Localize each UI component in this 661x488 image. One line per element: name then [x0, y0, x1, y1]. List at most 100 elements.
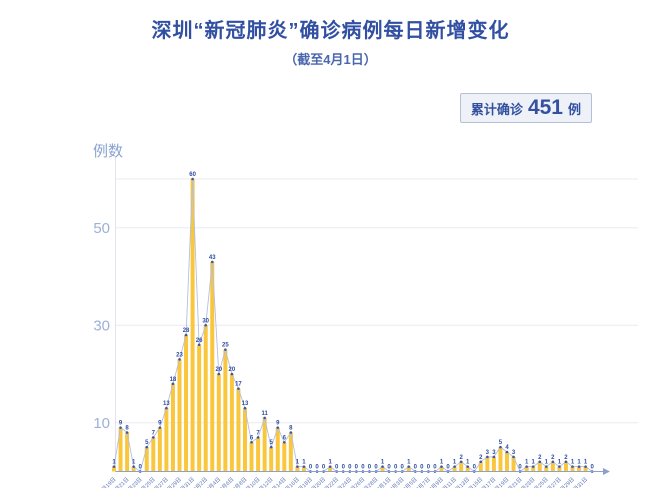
value-label: 8 [289, 426, 293, 432]
data-point-marker [571, 465, 574, 468]
bars-group [112, 179, 588, 472]
bar [151, 437, 156, 472]
bar [223, 349, 228, 472]
data-point-marker [538, 460, 542, 464]
value-label: 3 [492, 450, 496, 456]
bar [125, 432, 130, 472]
data-point-marker [407, 465, 411, 468]
value-label: 25 [222, 343, 229, 349]
gridlines [115, 178, 638, 424]
bar [288, 432, 293, 472]
value-label: 0 [315, 465, 319, 471]
data-point-marker [197, 343, 201, 347]
value-label: 13 [242, 401, 249, 407]
value-label: 7 [152, 430, 156, 436]
bar [197, 344, 202, 472]
value-label: 2 [479, 455, 483, 461]
data-point-marker [492, 455, 496, 459]
value-label: 1 [440, 460, 444, 466]
value-label: 0 [433, 465, 437, 471]
value-labels: 1981057913182328602630432025201713671159… [112, 172, 594, 471]
value-label: 1 [525, 460, 529, 466]
data-point-marker [269, 445, 273, 449]
value-label: 1 [132, 460, 136, 466]
value-label: 8 [125, 426, 129, 432]
value-label: 18 [170, 377, 177, 383]
bar [478, 461, 483, 472]
value-label: 9 [276, 421, 280, 427]
bar [190, 179, 195, 472]
value-label: 0 [590, 465, 594, 471]
value-label: 0 [348, 465, 352, 471]
data-point-marker [459, 460, 463, 464]
bar [563, 461, 568, 472]
bar [131, 466, 136, 472]
bar [256, 437, 261, 472]
bar [269, 447, 274, 472]
data-point-marker [564, 460, 568, 464]
data-point-marker [171, 382, 175, 386]
bar [144, 447, 149, 472]
data-point-marker [283, 440, 286, 444]
bar [544, 466, 549, 472]
value-label: 0 [355, 465, 359, 471]
value-label: 3 [512, 450, 516, 456]
value-label: 26 [196, 338, 203, 344]
bar [236, 388, 241, 472]
data-point-marker [125, 431, 129, 434]
value-label: 1 [302, 460, 306, 466]
data-point-marker [243, 406, 247, 410]
value-label: 2 [551, 455, 555, 461]
bar [328, 466, 333, 472]
value-label: 17 [235, 382, 242, 388]
bar [203, 325, 208, 472]
page-title: 深圳“新冠肺炎”确诊病例每日新增变化 [151, 20, 510, 42]
value-label: 1 [577, 460, 581, 466]
data-point-marker [145, 445, 149, 449]
data-point-marker [263, 416, 266, 420]
value-label: 0 [374, 465, 378, 471]
value-label: 1 [328, 460, 332, 466]
data-point-marker [545, 465, 548, 468]
value-label: 20 [215, 367, 222, 373]
bar [243, 408, 247, 472]
value-label: 0 [394, 465, 398, 471]
bar [249, 442, 254, 472]
value-label: 1 [407, 460, 411, 466]
bar [511, 456, 516, 472]
value-label: 1 [571, 460, 575, 466]
value-label: 2 [459, 455, 463, 461]
value-label: 2 [538, 455, 542, 461]
bar [550, 461, 555, 472]
value-label: 0 [473, 465, 477, 471]
value-label: 2 [564, 455, 568, 461]
value-label: 0 [335, 465, 339, 471]
data-point-marker [230, 372, 234, 376]
bar [164, 408, 169, 472]
value-label: 30 [202, 318, 209, 324]
y-axis-title: 例数 [93, 143, 124, 160]
y-tick-label: 30 [93, 317, 110, 334]
bar [157, 427, 162, 472]
data-point-marker [178, 358, 181, 361]
value-label: 5 [499, 440, 503, 446]
bar [577, 466, 582, 472]
value-label: 0 [309, 465, 313, 471]
value-label: 1 [466, 460, 470, 466]
cumulative-confirmed-badge: 累计确诊 451 例 [459, 93, 592, 123]
y-tick-labels: 10 30 50 [93, 220, 110, 432]
bar [537, 461, 542, 472]
value-label: 0 [446, 465, 450, 471]
value-label: 1 [381, 460, 385, 466]
data-point-marker [165, 406, 168, 410]
bar [505, 452, 509, 472]
bar [262, 417, 267, 472]
bar [380, 466, 385, 472]
bar [452, 466, 457, 472]
data-point-marker [289, 431, 293, 434]
bar [570, 466, 575, 472]
value-label: 43 [209, 255, 216, 261]
data-point-marker [505, 450, 509, 454]
data-point-marker [204, 323, 207, 327]
